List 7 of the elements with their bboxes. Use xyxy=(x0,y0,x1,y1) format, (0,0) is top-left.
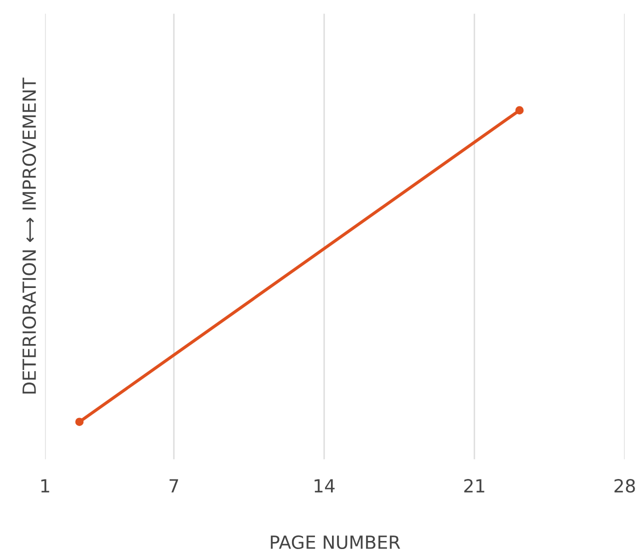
x-tick-label: 14 xyxy=(314,479,335,492)
x-tick-label: 1 xyxy=(41,479,50,492)
x-tick-label: 21 xyxy=(464,479,484,492)
x-axis-title: PAGE NUMBER xyxy=(270,535,400,550)
x-tick-label: 7 xyxy=(170,479,178,492)
x-tick-label: 28 xyxy=(614,479,635,493)
y-axis-title: DETERIORATION ⟷ IMPROVEMENT xyxy=(22,78,36,394)
